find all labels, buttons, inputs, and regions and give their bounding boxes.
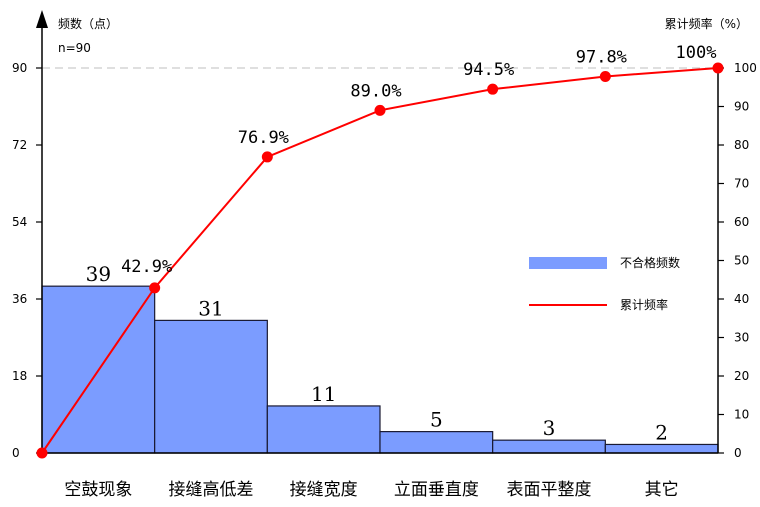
cumulative-point-5	[599, 70, 611, 82]
left-tick-label-18: 18	[12, 369, 27, 383]
right-tick-label-70: 70	[734, 177, 749, 191]
right-tick-label-40: 40	[734, 292, 749, 306]
bar-3	[266, 405, 381, 454]
sample-note: n=90	[58, 41, 91, 55]
cumulative-point-6	[712, 62, 724, 74]
right-tick-label-0: 0	[734, 446, 742, 460]
right-axis-title: 累计频率（%）	[665, 16, 748, 31]
right-tick-label-60: 60	[734, 215, 749, 229]
category-label-2: 接缝高低差	[169, 480, 254, 500]
cumulative-label-4: 94.5%	[463, 60, 514, 80]
bar-value-label-5: 3	[543, 416, 556, 440]
category-label-3: 接缝宽度	[290, 480, 358, 500]
bar-value-label-4: 5	[430, 408, 443, 432]
cumulative-point-3	[374, 104, 386, 116]
cumulative-label-3: 89.0%	[350, 81, 401, 101]
cumulative-label-6: 100%	[676, 43, 717, 63]
category-label-6: 其它	[645, 480, 679, 500]
left-tick-label-36: 36	[12, 292, 27, 306]
legend-line-label: 累计频率	[620, 297, 668, 312]
left-axis-arrow	[36, 10, 48, 28]
bar-value-label-3: 11	[311, 382, 336, 406]
cumulative-point-4	[487, 83, 499, 95]
bar-value-label-2: 31	[198, 296, 223, 320]
right-tick-label-90: 90	[734, 100, 749, 114]
category-label-1: 空鼓现象	[64, 480, 132, 500]
left-tick-label-54: 54	[12, 215, 27, 229]
bar-2	[154, 319, 268, 454]
cumulative-point-2	[261, 151, 273, 163]
left-tick-label-0: 0	[12, 446, 20, 460]
left-tick-label-72: 72	[12, 138, 27, 152]
right-tick-label-30: 30	[734, 331, 749, 345]
right-tick-label-50: 50	[734, 254, 749, 268]
right-tick-label-10: 10	[734, 408, 749, 422]
left-tick-label-90: 90	[12, 61, 27, 75]
cumulative-label-5: 97.8%	[576, 47, 627, 67]
left-axis-title: 频数（点）	[58, 16, 118, 31]
bar-value-label-1: 39	[86, 262, 111, 286]
cumulative-label-1: 42.9%	[121, 257, 172, 277]
right-tick-label-20: 20	[734, 369, 749, 383]
right-tick-label-80: 80	[734, 138, 749, 152]
bar-4	[379, 431, 494, 454]
right-tick-label-100: 100	[734, 61, 757, 75]
legend-bar-label: 不合格频数	[620, 255, 680, 270]
cumulative-point-1	[149, 282, 161, 294]
cumulative-point-0	[36, 447, 48, 459]
cumulative-label-2: 76.9%	[238, 128, 289, 148]
category-label-5: 表面平整度	[507, 480, 592, 500]
bar-value-label-6: 2	[655, 420, 668, 444]
legend-bar-swatch	[529, 257, 607, 269]
bar-6	[604, 443, 719, 454]
category-label-4: 立面垂直度	[394, 480, 479, 500]
bar-5	[492, 439, 606, 454]
